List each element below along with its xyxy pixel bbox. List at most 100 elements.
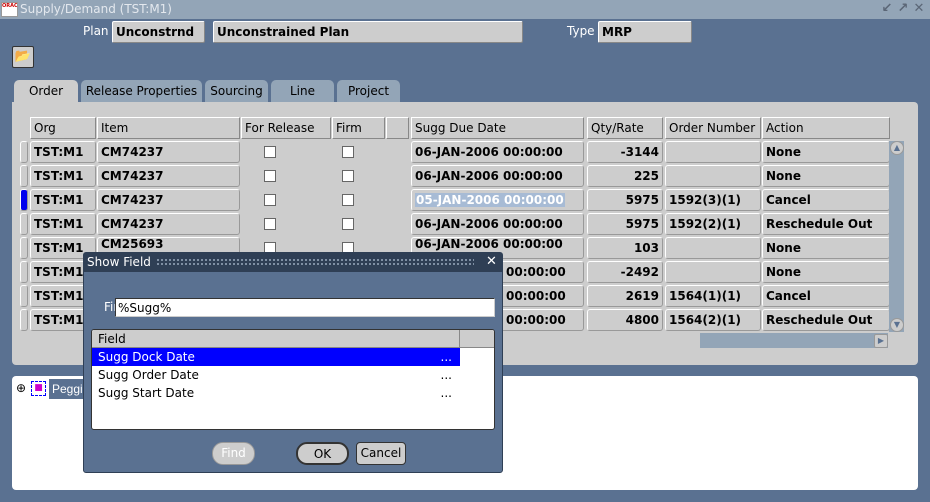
plan-code-field[interactable]: Unconstrnd (112, 21, 205, 43)
vertical-scrollbar[interactable] (889, 141, 904, 332)
qty-rate-cell[interactable]: 4800 (587, 309, 663, 331)
org-cell[interactable]: TST:M1 (30, 165, 96, 187)
dialog-close-icon[interactable]: ✕ (486, 254, 497, 269)
expand-icon[interactable]: ⊕ (16, 381, 27, 395)
order-number-cell[interactable]: 1592(2)(1) (665, 213, 761, 235)
column-header[interactable]: For Release (241, 117, 331, 139)
open-folder-button[interactable]: 📂 (12, 46, 34, 68)
column-header[interactable]: Item (97, 117, 240, 139)
order-number-cell[interactable] (665, 261, 761, 283)
sugg-due-date: 05-JAN-2006 00:00:00 (415, 193, 565, 207)
field-list-item[interactable]: Sugg Start Date... (92, 384, 460, 402)
find-button[interactable]: Find (212, 442, 255, 465)
column-header[interactable]: Sugg Due Date (411, 117, 584, 139)
action-cell[interactable]: None (762, 237, 890, 259)
action-cell[interactable]: None (762, 165, 890, 187)
column-header[interactable]: Org (30, 117, 96, 139)
ok-button[interactable]: OK (296, 442, 349, 465)
tab-line[interactable]: Line (271, 80, 334, 103)
action-cell[interactable]: None (762, 261, 890, 283)
org-cell[interactable]: TST:M1 (30, 285, 96, 307)
field-list-item[interactable]: Sugg Dock Date... (92, 348, 460, 366)
tree-item-pegging[interactable]: Peggi (49, 379, 86, 399)
column-header[interactable] (386, 117, 409, 139)
qty-rate-cell[interactable]: 103 (587, 237, 663, 259)
qty-rate-cell[interactable]: -3144 (587, 141, 663, 163)
item-cell[interactable]: CM74237 (97, 189, 240, 211)
column-header[interactable]: Qty/Rate (587, 117, 663, 139)
ellipsis: ... (440, 350, 452, 364)
item-cell[interactable]: CM74237 (97, 213, 240, 235)
org-cell[interactable]: TST:M1 (30, 189, 96, 211)
column-header[interactable]: Order Number (665, 117, 761, 139)
qty-rate-cell[interactable]: 5975 (587, 213, 663, 235)
open-folder-icon: 📂 (14, 49, 32, 64)
qty-rate-cell[interactable]: 2619 (587, 285, 663, 307)
minimize-icon[interactable]: ↙ (881, 1, 893, 16)
row-indicator[interactable] (20, 189, 28, 211)
org-cell[interactable]: TST:M1 (30, 309, 96, 331)
tab-project[interactable]: Project (337, 80, 400, 103)
field-list-item[interactable]: Sugg Order Date... (92, 366, 460, 384)
order-number-cell[interactable] (665, 165, 761, 187)
scroll-down-icon[interactable]: ▼ (890, 318, 904, 332)
order-number-cell[interactable]: 1564(1)(1) (665, 285, 761, 307)
plan-label: Plan (83, 24, 109, 38)
cancel-button[interactable]: Cancel (356, 442, 406, 465)
for-release-checkbox[interactable] (264, 194, 276, 206)
scroll-up-icon[interactable]: ▲ (890, 141, 904, 155)
org-cell[interactable]: TST:M1 (30, 213, 96, 235)
firm-checkbox[interactable] (342, 146, 354, 158)
show-field-dialog: Show Field ✕ Find Field Sugg Dock Date..… (83, 252, 503, 473)
tab-release-properties[interactable]: Release Properties (81, 80, 202, 103)
action-cell[interactable]: Reschedule Out (762, 309, 890, 331)
row-indicator[interactable] (20, 165, 28, 187)
for-release-checkbox[interactable] (264, 170, 276, 182)
action-cell[interactable]: Reschedule Out (762, 213, 890, 235)
item-cell[interactable]: CM74237 (97, 165, 240, 187)
tab-order[interactable]: Order (14, 80, 78, 104)
for-release-checkbox[interactable] (264, 218, 276, 230)
qty-rate-cell[interactable]: -2492 (587, 261, 663, 283)
org-cell[interactable]: TST:M1 (30, 237, 96, 259)
tab-sourcing[interactable]: Sourcing (205, 80, 268, 103)
org-cell[interactable]: TST:M1 (30, 141, 96, 163)
sugg-due-date-cell[interactable]: 05-JAN-2006 00:00:00 (411, 189, 584, 211)
maximize-icon[interactable]: ↗ (897, 1, 909, 16)
qty-rate-cell[interactable]: 225 (587, 165, 663, 187)
sugg-due-date-cell[interactable]: 06-JAN-2006 00:00:00 (411, 165, 584, 187)
row-indicator[interactable] (20, 309, 28, 331)
firm-checkbox[interactable] (342, 170, 354, 182)
field-name: Sugg Start Date (98, 386, 195, 400)
item-cell[interactable]: CM74237 (97, 141, 240, 163)
column-header[interactable]: Firm (332, 117, 385, 139)
sugg-due-date-cell[interactable]: 06-JAN-2006 00:00:00 (411, 213, 584, 235)
order-number-cell[interactable] (665, 141, 761, 163)
qty-rate-cell[interactable]: 5975 (587, 189, 663, 211)
org-cell[interactable]: TST:M1 (30, 261, 96, 283)
order-number-cell[interactable]: 1592(3)(1) (665, 189, 761, 211)
row-indicator[interactable] (20, 237, 28, 259)
firm-checkbox[interactable] (342, 194, 354, 206)
order-number-cell[interactable] (665, 237, 761, 259)
close-icon[interactable]: ✕ (913, 1, 925, 16)
window-titlebar: Supply/Demand (TST:M1) (0, 0, 930, 19)
row-indicator[interactable] (20, 213, 28, 235)
plan-desc-field[interactable]: Unconstrained Plan (213, 21, 523, 43)
type-field[interactable]: MRP (598, 21, 692, 43)
order-number-cell[interactable]: 1564(2)(1) (665, 309, 761, 331)
row-indicator[interactable] (20, 141, 28, 163)
scroll-right-icon[interactable]: ▶ (874, 334, 888, 348)
firm-checkbox[interactable] (342, 218, 354, 230)
find-input[interactable] (115, 298, 495, 317)
action-cell[interactable]: Cancel (762, 189, 890, 211)
action-cell[interactable]: Cancel (762, 285, 890, 307)
for-release-checkbox[interactable] (264, 146, 276, 158)
sugg-due-date: 06-JAN-2006 00:00:00 (415, 217, 563, 231)
column-header[interactable]: Action (762, 117, 890, 139)
sugg-due-date: 06-JAN-2006 00:00:00 (415, 145, 563, 159)
action-cell[interactable]: None (762, 141, 890, 163)
row-indicator[interactable] (20, 261, 28, 283)
sugg-due-date-cell[interactable]: 06-JAN-2006 00:00:00 (411, 141, 584, 163)
row-indicator[interactable] (20, 285, 28, 307)
